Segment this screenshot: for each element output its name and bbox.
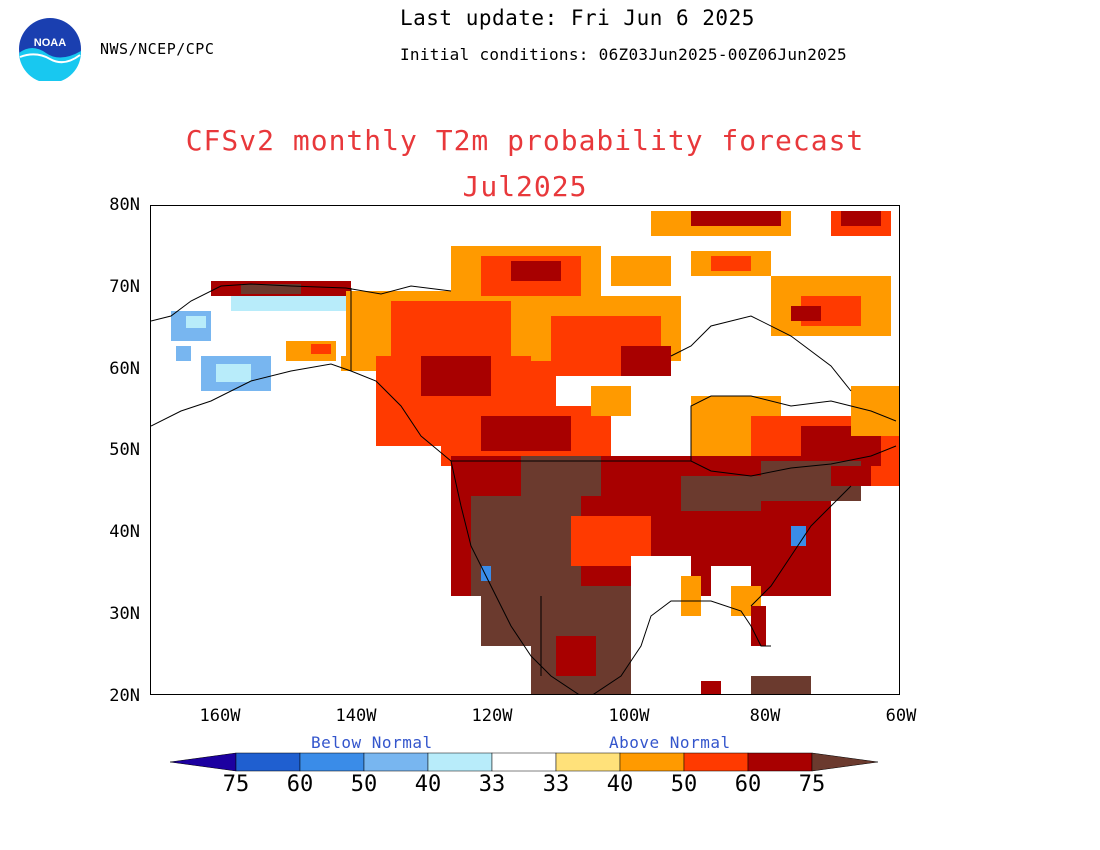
- legend-value-above-50: 50: [670, 772, 698, 797]
- lon-label-160w: 160W: [199, 706, 241, 726]
- legend-swatch-above-33: [555, 752, 621, 772]
- legend-swatch-above-75: [811, 752, 879, 772]
- lat-label-20n: 20N: [109, 686, 140, 706]
- legend-swatch-below-50: [299, 752, 365, 772]
- legend-swatch-above-60: [747, 752, 813, 772]
- legend-swatch-below-33: [427, 752, 493, 772]
- canada-region: [346, 211, 899, 486]
- lon-label-80w: 80W: [749, 706, 781, 726]
- lat-label-30n: 30N: [109, 604, 140, 624]
- lon-label-140w: 140W: [335, 706, 377, 726]
- legend-swatch-below-75: [170, 752, 237, 772]
- legend-value-above-40: 40: [606, 772, 634, 797]
- legend-colorbar: [170, 752, 879, 772]
- legend-value-above-33: 33: [542, 772, 570, 797]
- initial-conditions-text: Initial conditions: 06Z03Jun2025-00Z06Ju…: [400, 45, 847, 64]
- legend-below-normal-label: Below Normal: [311, 733, 433, 752]
- legend-value-below-60: 60: [286, 772, 314, 797]
- legend-swatch-near-normal: [491, 752, 557, 772]
- legend-above-normal-label: Above Normal: [609, 733, 731, 752]
- legend-value-below-40: 40: [414, 772, 442, 797]
- legend-value-above-60: 60: [734, 772, 762, 797]
- map-outlines: [151, 283, 897, 694]
- legend-swatch-above-40: [619, 752, 685, 772]
- noaa-logo-text: NOAA: [34, 37, 66, 49]
- last-update-text: Last update: Fri Jun 6 2025: [400, 6, 755, 30]
- legend-swatch-below-40: [363, 752, 429, 772]
- forecast-map-svg: [151, 211, 899, 694]
- lat-label-60n: 60N: [109, 359, 140, 379]
- agency-label: NWS/NCEP/CPC: [100, 40, 215, 58]
- map-title: CFSv2 monthly T2m probability forecast: [185, 124, 865, 157]
- lon-label-120w: 120W: [471, 706, 513, 726]
- lon-label-100w: 100W: [608, 706, 650, 726]
- lon-label-60w: 60W: [885, 706, 917, 726]
- legend-value-below-33: 33: [478, 772, 506, 797]
- lat-label-80n: 80N: [109, 195, 140, 215]
- lat-label-50n: 50N: [109, 440, 140, 460]
- forecast-map: [150, 205, 900, 695]
- lat-label-40n: 40N: [109, 522, 140, 542]
- legend-swatch-below-60: [235, 752, 301, 772]
- alaska-region: [171, 281, 366, 391]
- legend-swatch-above-50: [683, 752, 749, 772]
- lat-label-70n: 70N: [109, 277, 140, 297]
- noaa-logo-icon: NOAA: [18, 17, 82, 84]
- legend-value-below-75: 75: [222, 772, 250, 797]
- legend-value-above-75: 75: [798, 772, 826, 797]
- us-region: [451, 456, 871, 694]
- map-subtitle: Jul2025: [462, 170, 588, 203]
- legend-value-below-50: 50: [350, 772, 378, 797]
